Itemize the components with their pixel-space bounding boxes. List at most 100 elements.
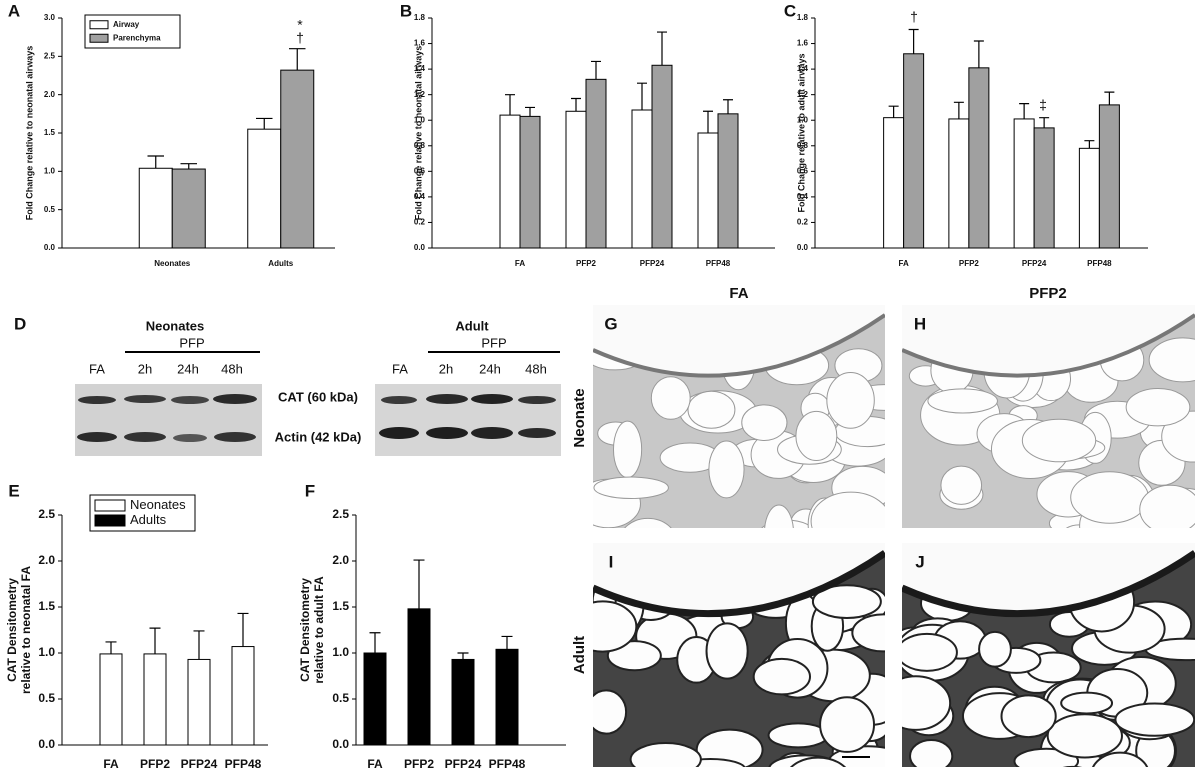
alveolus [624, 517, 672, 528]
y-axis-title: Fold Change relative to adult airways [796, 53, 806, 212]
error-bar [457, 652, 469, 660]
y-tick-label: 2.5 [332, 507, 349, 521]
alveolus [612, 420, 643, 479]
micrograph [902, 305, 1195, 528]
x-tick-label: Adults [268, 259, 293, 268]
error-bar [1084, 140, 1095, 149]
bar-chart: E CAT Densitometry relative to neonatal FA… [5, 481, 268, 771]
bar [519, 115, 541, 249]
annotation: † [296, 30, 304, 46]
alveolus [1062, 765, 1083, 767]
error-bar [193, 630, 205, 660]
error-bar [256, 117, 273, 130]
y-tick-label: 1.0 [797, 115, 809, 124]
band [426, 394, 468, 404]
alveolus [1060, 691, 1114, 715]
alveolus [826, 372, 875, 429]
alveolus [1046, 713, 1123, 759]
lane-label: 48h [221, 361, 243, 376]
annotation: † [910, 9, 918, 25]
panel-letter: F [305, 481, 315, 500]
y-tick-label: 1.5 [44, 128, 56, 137]
x-tick-label: PFP48 [225, 757, 262, 771]
panel-letter: I [609, 552, 614, 571]
alveolus [1148, 337, 1195, 383]
y-tick-label: 0.0 [332, 737, 349, 751]
bar [171, 168, 206, 249]
bar [903, 53, 925, 249]
row-label: Neonate [571, 388, 588, 447]
error-bar [147, 155, 164, 169]
bar-chart: B Fold Change relative to neonatal airway… [400, 1, 775, 268]
y-tick-label: 1.4 [414, 64, 426, 73]
x-tick-label: PFP24 [640, 259, 665, 268]
error-bar [953, 101, 964, 119]
x-tick-label: FA [367, 757, 383, 771]
y-tick-label: 1.0 [332, 645, 349, 659]
y-tick-label: 1.2 [797, 90, 809, 99]
y-tick-label: 0.5 [38, 691, 55, 705]
y-tick-label: 0.5 [332, 691, 349, 705]
row-label: Actin (42 kDa) [275, 429, 362, 444]
y-tick-label: 1.0 [44, 166, 56, 175]
alveolus [811, 584, 882, 619]
legend-swatch [89, 20, 109, 30]
column-label: PFP2 [1029, 285, 1067, 302]
error-bar [105, 641, 117, 654]
band [173, 434, 207, 442]
alveolus [940, 465, 983, 505]
alveolus [1139, 484, 1195, 528]
bar [883, 117, 905, 249]
alveolus [1070, 471, 1149, 524]
lane-label: FA [392, 361, 408, 376]
error-bar [525, 106, 535, 117]
band [381, 396, 417, 404]
y-tick-label: 1.4 [797, 64, 809, 73]
x-tick-label: PFP2 [404, 757, 434, 771]
alveolus [1125, 388, 1191, 427]
x-tick-label: FA [103, 757, 119, 771]
alveolus [593, 689, 628, 735]
error-bar [289, 48, 306, 71]
epithelium [902, 313, 1195, 378]
bar [99, 653, 123, 746]
y-tick-label: 2.5 [44, 51, 56, 60]
x-tick-label: PFP2 [140, 757, 170, 771]
bar [697, 132, 719, 249]
lane-label: 24h [177, 361, 199, 376]
panel-letter: B [400, 1, 412, 20]
x-tick-label: PFP48 [1087, 259, 1112, 268]
panel-letter: C [784, 1, 796, 20]
error-bar [1039, 117, 1050, 128]
y-tick-label: 3.0 [44, 13, 56, 22]
y-tick-label: 1.8 [797, 13, 809, 22]
micrograph [593, 305, 885, 528]
legend-label: Adults [130, 512, 167, 527]
bar [565, 110, 587, 249]
alveolus [593, 476, 669, 499]
alveolus [593, 600, 638, 653]
error-bar [180, 163, 197, 170]
panel-letter: A [8, 1, 20, 20]
alveolus [1021, 418, 1097, 463]
alveolus [927, 388, 998, 414]
group-title: Neonates [146, 318, 205, 333]
group-title: Adult [455, 318, 489, 333]
legend-swatch [89, 33, 109, 43]
panel-letter: E [8, 481, 19, 500]
error-bar [657, 31, 667, 66]
airway-lumen [902, 305, 1195, 376]
x-tick-label: PFP24 [1022, 259, 1047, 268]
alveolus [902, 675, 952, 731]
bar [280, 69, 315, 249]
band [518, 428, 556, 438]
y-axis-title: CAT Densitometry [298, 578, 312, 682]
alveolus [789, 756, 847, 767]
legend-label: Airway [113, 20, 140, 29]
alveolus [708, 440, 745, 499]
band [77, 432, 117, 442]
bar [143, 653, 167, 746]
y-tick-label: 2.0 [38, 553, 55, 567]
lane-label: 48h [525, 361, 547, 376]
